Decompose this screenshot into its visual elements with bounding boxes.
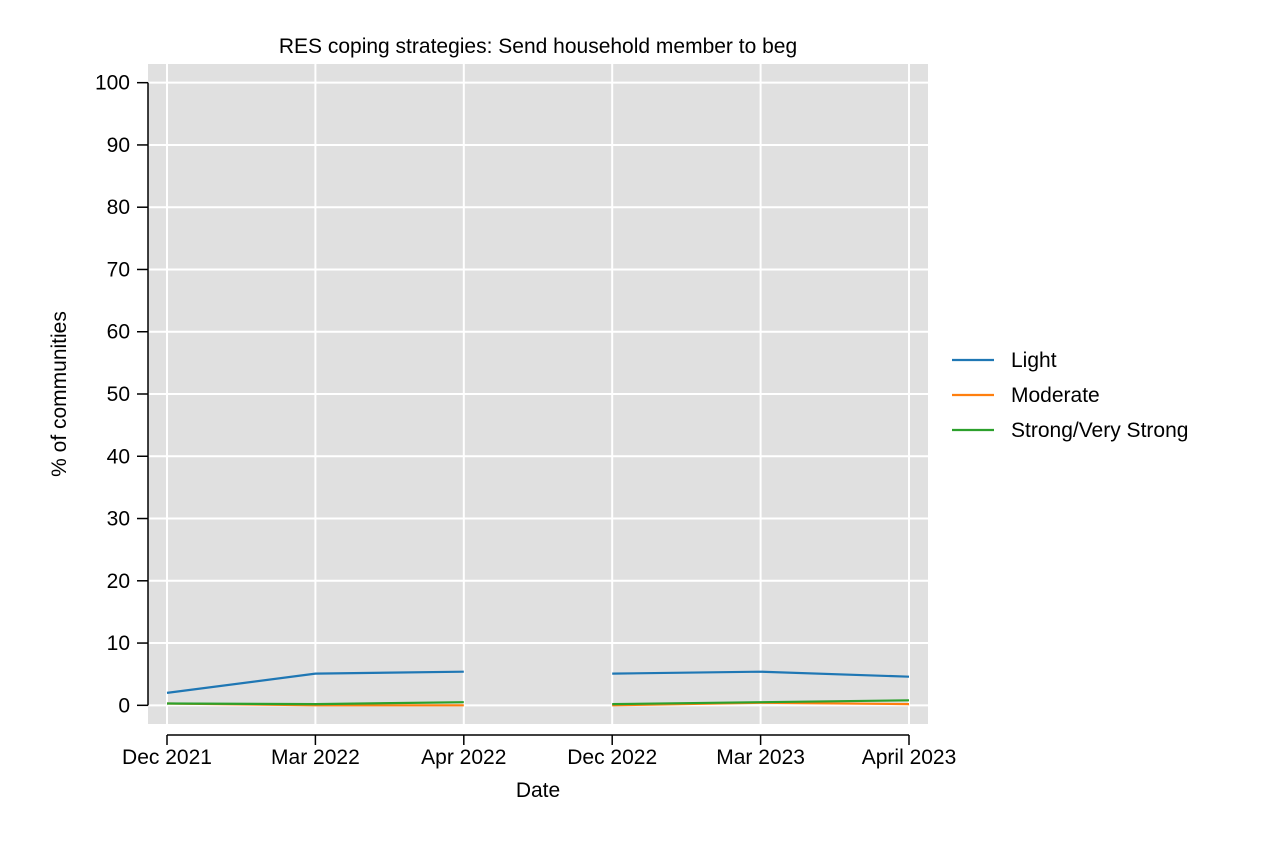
legend-label: Light <box>1011 349 1057 372</box>
x-tick-label: Mar 2023 <box>716 746 805 769</box>
series-line-strong-very-strong <box>166 701 464 706</box>
y-tick-label: 0 <box>118 694 130 717</box>
series-line-strong-very-strong <box>612 699 910 706</box>
y-tick-label: 40 <box>107 445 130 468</box>
x-tick-label: Mar 2022 <box>271 746 360 769</box>
legend: Light Moderate Strong/Very Strong <box>952 349 1188 442</box>
y-axis-label: % of communities <box>48 311 71 477</box>
x-tick-label: Dec 2022 <box>567 746 657 769</box>
y-tick-label: 20 <box>107 570 130 593</box>
x-axis-label: Date <box>516 779 560 802</box>
series-line-light <box>612 670 910 678</box>
y-tick-label: 70 <box>107 258 130 281</box>
y-tick-label: 10 <box>107 632 130 655</box>
y-tick-label: 30 <box>107 508 130 531</box>
x-tick-label: April 2023 <box>862 746 957 769</box>
y-tick-label: 100 <box>95 72 130 95</box>
y-tick-label: 80 <box>107 196 130 219</box>
x-tick-label: Dec 2021 <box>122 746 212 769</box>
axes: 0 10 20 30 40 50 60 70 80 90 100 Dec 2021 Mar 2022 Ap… <box>95 72 956 769</box>
y-tick-label: 60 <box>107 321 130 344</box>
grid <box>148 64 928 724</box>
y-tick-label: 50 <box>107 383 130 406</box>
chart-title: RES coping strategies: Send household me… <box>279 35 797 58</box>
legend-label: Moderate <box>1011 384 1100 407</box>
x-tick-label: Apr 2022 <box>421 746 506 769</box>
series-lines <box>166 670 910 707</box>
series-line-light <box>166 670 464 694</box>
y-tick-label: 90 <box>107 134 130 157</box>
legend-label: Strong/Very Strong <box>1011 419 1188 442</box>
